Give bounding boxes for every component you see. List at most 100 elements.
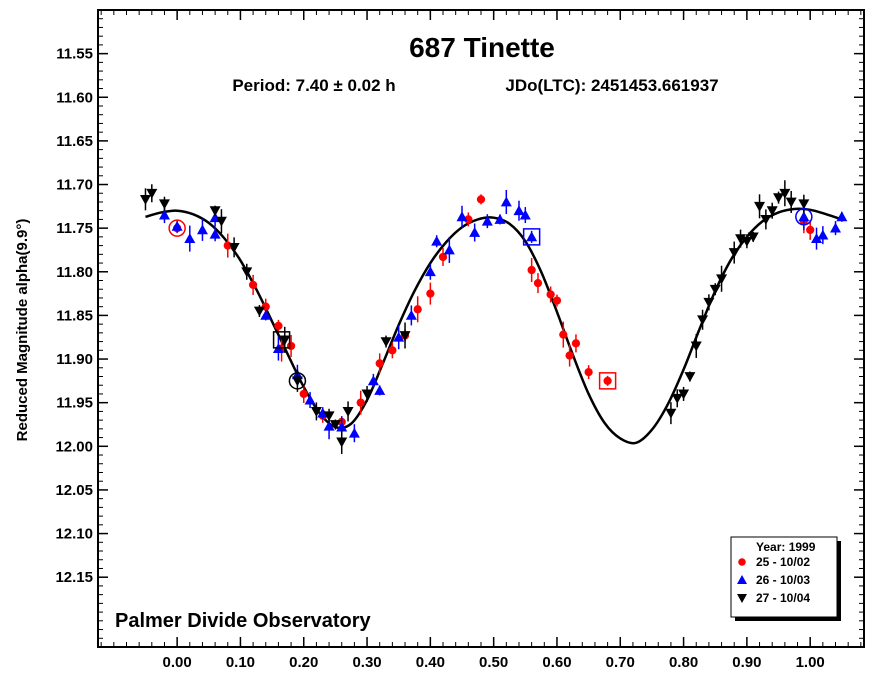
data-point	[399, 331, 411, 341]
legend-box	[730, 536, 838, 618]
data-point	[348, 427, 360, 438]
legend-shadow-bottom	[735, 617, 841, 621]
data-point	[443, 244, 455, 255]
data-point	[741, 236, 753, 247]
x-tick-label: 0.30	[352, 654, 381, 671]
data-point	[215, 216, 227, 227]
y-tick-label: 12.15	[55, 569, 93, 586]
x-tick-label: 1.00	[796, 654, 825, 671]
data-point	[209, 228, 221, 239]
data-point	[158, 209, 170, 220]
data-point	[785, 197, 797, 208]
data-point	[766, 206, 778, 217]
y-tick-label: 11.55	[56, 46, 93, 63]
data-point	[584, 368, 593, 377]
data-point	[274, 321, 283, 331]
data-point	[513, 205, 525, 216]
data-point	[500, 196, 512, 207]
legend-title: Year: 1999	[756, 540, 816, 554]
fit-curve-layer	[145, 207, 843, 445]
data-point	[546, 290, 555, 299]
data-point	[356, 398, 365, 407]
data-point	[690, 341, 702, 352]
y-tick-label: 12.00	[55, 438, 93, 455]
data-point	[299, 389, 308, 399]
chart-subtitle-jdo: JDo(LTC): 2451453.661937	[505, 76, 718, 95]
legend-marker	[738, 558, 746, 566]
data-point	[526, 231, 538, 242]
data-point	[552, 296, 562, 305]
y-tick-label: 11.95	[56, 395, 93, 412]
data-point	[519, 209, 531, 220]
data-point	[494, 213, 506, 224]
highlight-circle	[168, 219, 186, 237]
y-axis-label: Reduced Magnitude alpha(9.9°)	[14, 219, 31, 442]
data-point	[291, 376, 303, 387]
y-tick-label: 11.60	[56, 89, 93, 106]
x-tick-label: 0.60	[542, 654, 571, 671]
data-point	[184, 233, 196, 244]
legend-entries: 25 - 10/02 26 - 10/03 27 - 10/04	[737, 555, 810, 605]
data-point	[260, 309, 272, 320]
y-tick-label: 12.10	[55, 526, 93, 543]
data-point	[806, 225, 815, 235]
highlight-circle	[795, 208, 813, 226]
highlight-square	[272, 331, 291, 349]
data-point	[703, 297, 715, 308]
highlight-square	[598, 372, 617, 390]
data-point	[798, 211, 810, 222]
data-point	[196, 224, 208, 235]
x-tick-label: 0.40	[416, 654, 445, 671]
data-point	[317, 407, 329, 418]
data-point	[559, 330, 568, 339]
data-point	[684, 372, 696, 382]
x-tick-label: 0.50	[479, 654, 508, 671]
data-point	[286, 341, 296, 351]
data-point	[380, 337, 392, 348]
data-point	[279, 335, 291, 346]
observatory-annotation: Palmer Divide Observatory	[115, 610, 372, 632]
data-point	[336, 437, 348, 448]
data-point	[241, 267, 253, 278]
data-point	[171, 220, 183, 231]
data-point	[533, 278, 543, 288]
data-point	[773, 193, 785, 204]
data-point	[665, 408, 677, 419]
y-tick-label: 11.90	[56, 351, 93, 368]
data-point	[747, 232, 759, 243]
data-point	[798, 199, 810, 210]
x-tick-label: 0.90	[732, 654, 761, 671]
data-point	[361, 389, 373, 400]
legend-entry-label: 27 - 10/04	[756, 591, 810, 605]
data-point	[323, 420, 335, 431]
x-tick-label: 0.00	[163, 654, 192, 671]
data-point	[393, 331, 405, 342]
highlight-circle	[288, 372, 307, 390]
data-point	[342, 406, 354, 417]
data-point	[671, 393, 683, 404]
data-point	[811, 233, 823, 244]
data-point	[817, 229, 829, 240]
y-tick-label: 11.70	[56, 177, 93, 194]
x-tick-label: 0.70	[606, 654, 635, 671]
data-point	[146, 188, 158, 199]
data-point	[329, 420, 341, 430]
data-point	[228, 242, 240, 253]
data-point	[139, 194, 151, 205]
x-tick-label: 0.80	[669, 654, 698, 671]
data-point	[603, 376, 612, 385]
y-tick-label: 11.80	[56, 264, 93, 281]
y-tick-label: 11.65	[56, 133, 93, 150]
highlight-markers-layer	[168, 208, 813, 390]
y-tick-label: 11.85	[56, 307, 93, 324]
data-point	[336, 421, 348, 432]
data-point	[481, 215, 493, 226]
legend: Year: 1999 25 - 10/02 26 - 10/03 27 - 10/0…	[730, 536, 841, 621]
data-point	[374, 384, 386, 395]
data-point	[431, 235, 443, 246]
data-point	[735, 234, 747, 245]
data-point	[323, 411, 335, 422]
y-tick-label: 12.05	[55, 482, 93, 499]
chart-title: 687 Tinette	[409, 32, 555, 63]
